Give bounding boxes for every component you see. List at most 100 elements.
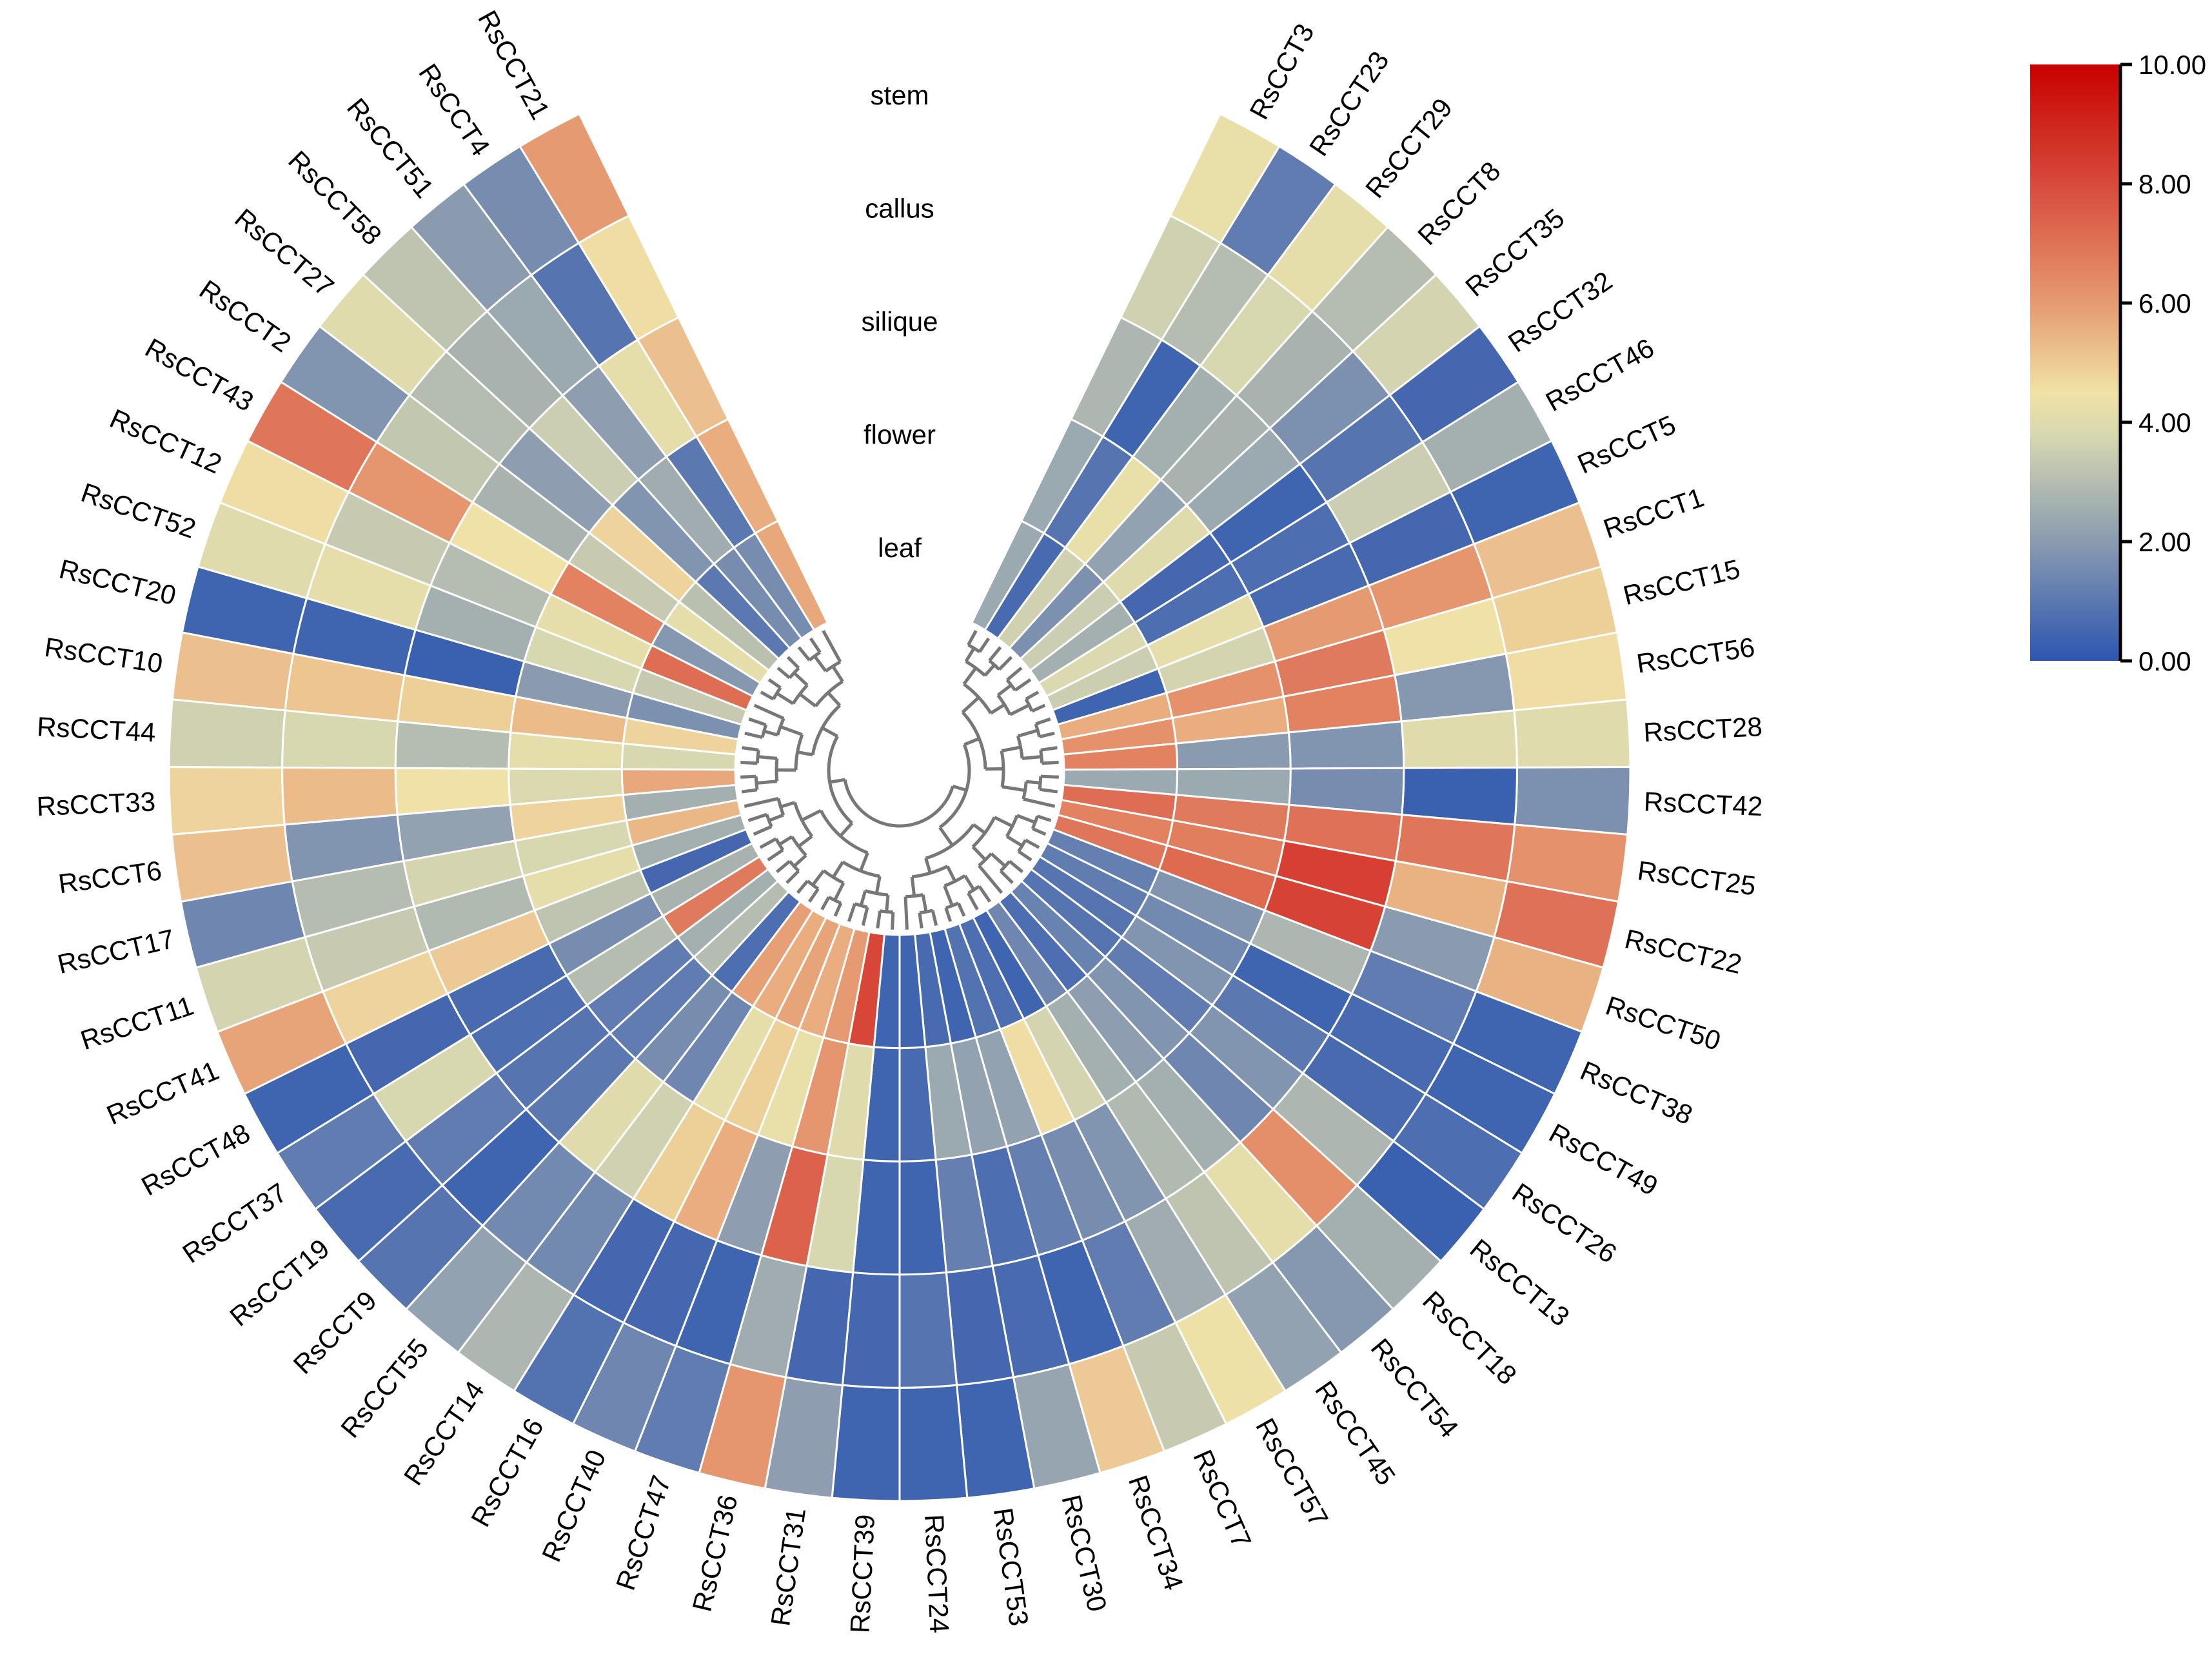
- dendrogram-branch: [998, 685, 1011, 695]
- gene-label-RsCCT31: RsCCT31: [765, 1506, 811, 1628]
- dendrogram-branch: [999, 657, 1011, 669]
- dendrogram-branch: [780, 727, 802, 734]
- dendrogram-branch: [764, 731, 778, 735]
- gene-label-RsCCT29: RsCCT29: [1359, 92, 1458, 203]
- dendrogram-branch: [1026, 692, 1038, 699]
- dendrogram-branch: [794, 856, 806, 867]
- ring-label-flower: flower: [864, 420, 936, 450]
- gene-label-RsCCT11: RsCCT11: [77, 990, 197, 1056]
- gene-label-RsCCT15: RsCCT15: [1620, 553, 1743, 611]
- gene-label-RsCCT3: RsCCT3: [1243, 19, 1319, 124]
- ring-label-silique: silique: [861, 306, 938, 337]
- colorbar-tick-label: 8.00: [2138, 169, 2191, 199]
- dendrogram-branch: [798, 752, 813, 754]
- dendrogram-branch: [1040, 733, 1054, 737]
- dendrogram-branch: [966, 648, 974, 662]
- dendrogram-branch: [778, 668, 789, 678]
- dendrogram-branch: [876, 876, 880, 894]
- dendrogram-branch: [945, 886, 953, 906]
- dendrogram-branch: [833, 666, 842, 682]
- dendrogram-branch: [824, 631, 840, 662]
- dendrogram-branch: [1015, 680, 1031, 691]
- dendrogram-branch: [973, 847, 985, 859]
- dendrogram-branch: [813, 870, 824, 885]
- heat-cell-RsCCT33-callus: [282, 767, 398, 825]
- dendrogram-branch: [878, 911, 880, 928]
- gene-label-RsCCT35: RsCCT35: [1459, 202, 1570, 302]
- dendrogram-branch: [912, 877, 914, 896]
- dendrogram-branch: [1018, 851, 1031, 860]
- dendrogram-branch: [745, 733, 762, 738]
- dendrogram-branch: [1032, 705, 1045, 711]
- gene-label-RsCCT26: RsCCT26: [1507, 1177, 1623, 1269]
- gene-label-RsCCT32: RsCCT32: [1503, 265, 1617, 358]
- gene-label-RsCCT21: RsCCT21: [472, 5, 556, 124]
- gene-label-RsCCT51: RsCCT51: [341, 92, 440, 203]
- dendrogram-branch: [845, 780, 953, 826]
- dendrogram-branch: [811, 638, 820, 652]
- gene-label-RsCCT17: RsCCT17: [55, 923, 177, 979]
- heat-cell-RsCCT24-callus: [900, 1272, 957, 1388]
- gene-label-RsCCT30: RsCCT30: [1056, 1492, 1112, 1614]
- dendrogram-branch: [968, 893, 977, 909]
- colorbar-tick-label: 6.00: [2138, 288, 2191, 319]
- gene-label-RsCCT40: RsCCT40: [536, 1445, 612, 1566]
- gene-label-RsCCT27: RsCCT27: [229, 202, 339, 302]
- gene-label-RsCCT34: RsCCT34: [1123, 1471, 1189, 1594]
- dendrogram-branch: [1023, 799, 1055, 806]
- ring-label-callus: callus: [865, 193, 934, 223]
- gene-label-RsCCT33: RsCCT33: [36, 786, 156, 821]
- gene-label-RsCCT18: RsCCT18: [1417, 1285, 1523, 1390]
- colorbar-tick-label: 2.00: [2138, 527, 2191, 557]
- dendrogram-branch: [755, 705, 784, 718]
- dendrogram-branch: [828, 692, 840, 705]
- dendrogram-branch: [822, 728, 838, 736]
- dendrogram-branch: [815, 656, 825, 671]
- dendrogram-branch: [794, 673, 807, 685]
- gene-label-RsCCT1: RsCCT1: [1599, 482, 1708, 544]
- dendrogram-branch: [905, 897, 907, 930]
- gene-label-RsCCT36: RsCCT36: [687, 1492, 744, 1614]
- gene-label-RsCCT42: RsCCT42: [1643, 786, 1763, 821]
- gene-label-RsCCT57: RsCCT57: [1250, 1413, 1334, 1532]
- dendrogram-branch: [799, 647, 809, 660]
- dendrogram-branch: [985, 665, 994, 675]
- dendrogram-branch: [980, 887, 990, 902]
- dendrogram-branch: [798, 881, 807, 892]
- gene-label-RsCCT12: RsCCT12: [105, 403, 226, 479]
- dendrogram-branch: [834, 883, 843, 900]
- dendrogram-branch: [1036, 719, 1051, 724]
- dendrogram-branch: [787, 871, 798, 883]
- dendrogram-branch: [861, 853, 868, 871]
- dendrogram-branch: [1026, 781, 1040, 783]
- dendrogram-branch: [742, 748, 759, 751]
- gene-label-RsCCT54: RsCCT54: [1365, 1333, 1465, 1444]
- dendrogram-branch: [1002, 787, 1025, 790]
- dendrogram-branch: [835, 903, 841, 916]
- ring-label-leaf: leaf: [878, 533, 922, 563]
- dendrogram-branch: [1002, 747, 1020, 751]
- dendrogram-branch: [1018, 731, 1038, 736]
- dendrogram-branch: [742, 790, 757, 792]
- dendrogram-branch: [947, 866, 955, 881]
- gene-label-RsCCT19: RsCCT19: [224, 1233, 335, 1332]
- gene-label-RsCCT55: RsCCT55: [335, 1333, 434, 1444]
- gene-label-RsCCT4: RsCCT4: [413, 58, 496, 161]
- gene-label-RsCCT10: RsCCT10: [43, 632, 164, 679]
- dendrogram-branch: [769, 815, 783, 821]
- dendrogram-branch: [1041, 776, 1059, 777]
- dendrogram-branch: [1032, 829, 1045, 834]
- dendrogram-branch: [1017, 816, 1035, 823]
- dendrogram-branch: [761, 692, 773, 699]
- dendrogram-branch: [861, 891, 865, 906]
- gene-label-RsCCT14: RsCCT14: [398, 1375, 490, 1491]
- gene-label-RsCCT39: RsCCT39: [844, 1514, 880, 1634]
- dendrogram-branch: [1001, 871, 1012, 883]
- dendrogram-branch: [840, 823, 852, 836]
- gene-label-RsCCT46: RsCCT46: [1541, 332, 1659, 417]
- dendrogram-branch: [744, 798, 778, 806]
- dendrogram-branch: [740, 776, 756, 777]
- dendrogram: [740, 631, 1059, 929]
